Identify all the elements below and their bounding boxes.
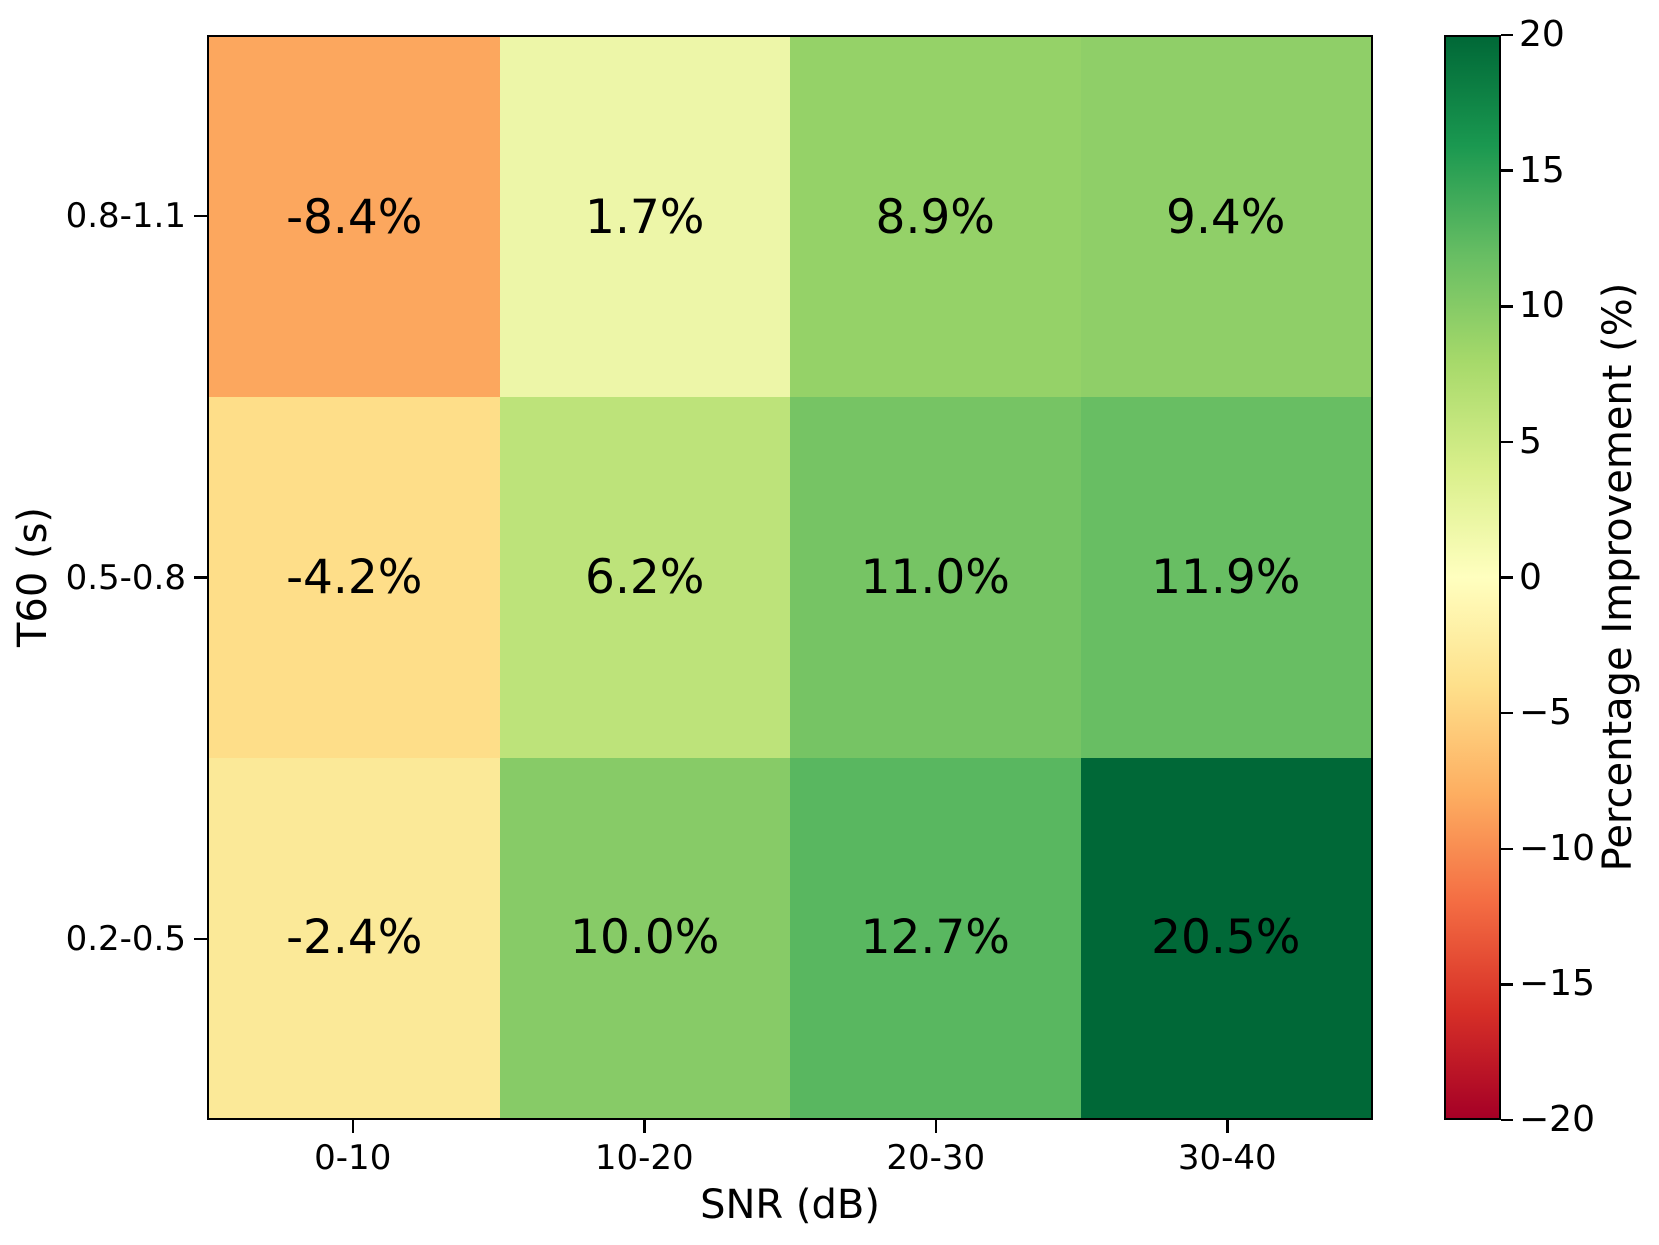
heatmap-cell: 11.0% (790, 397, 1081, 758)
heatmap-cell: -4.2% (209, 397, 500, 758)
colorbar-tick-mark (1501, 1118, 1513, 1122)
colorbar-gradient (1444, 35, 1501, 1120)
y-tick-mark (194, 576, 207, 579)
colorbar-tick-label: 15 (1519, 149, 1565, 191)
colorbar-tick-mark (1501, 983, 1513, 986)
y-axis-label: T60 (s) (10, 506, 56, 648)
cell-value-label: 12.7% (860, 910, 1010, 966)
colorbar-tick-mark (1501, 33, 1513, 37)
heatmap-plot-area: -8.4% 1.7% 8.9% 9.4% -4.2% 6.2% 11.0% 11… (207, 35, 1373, 1120)
heatmap-cell: 9.4% (1080, 37, 1371, 398)
cell-value-label: 1.7% (585, 189, 705, 245)
colorbar-tick-mark (1501, 169, 1513, 172)
x-tick-label: 20-30 (886, 1138, 986, 1178)
colorbar-tick-label: −20 (1519, 1099, 1595, 1140)
colorbar-tick-label: −10 (1519, 827, 1595, 869)
x-tick-mark (643, 1120, 646, 1133)
colorbar-tick-mark (1501, 576, 1513, 579)
colorbar-tick-label: 0 (1519, 556, 1542, 598)
y-tick-label: 0.5-0.8 (65, 557, 186, 598)
colorbar-tick-label: 10 (1519, 285, 1565, 327)
colorbar-tick-label: −5 (1519, 692, 1573, 734)
heatmap-cell: 8.9% (790, 37, 1081, 398)
cell-value-label: -4.2% (286, 549, 423, 605)
colorbar-tick-label: 5 (1519, 420, 1542, 462)
cell-value-label: 9.4% (1166, 189, 1286, 245)
heatmap-cell: 1.7% (499, 37, 790, 398)
x-tick-mark (1226, 1120, 1229, 1133)
y-tick-mark (194, 214, 207, 217)
heatmap-cell: 20.5% (1080, 757, 1371, 1118)
heatmap-cell: 12.7% (790, 757, 1081, 1118)
cell-value-label: 8.9% (875, 189, 995, 245)
x-tick-mark (934, 1120, 937, 1133)
heatmap-cell: -8.4% (209, 37, 500, 398)
y-tick-label: 0.2-0.5 (65, 919, 186, 960)
cell-value-label: 6.2% (585, 549, 705, 605)
y-tick-label: 0.8-1.1 (65, 195, 186, 236)
colorbar-tick-mark (1501, 305, 1513, 308)
x-tick-mark (351, 1120, 354, 1133)
cell-value-label: 20.5% (1151, 910, 1301, 966)
heatmap-cell: -2.4% (209, 757, 500, 1118)
colorbar-axis-label: Percentage Improvement (%) (1595, 282, 1641, 872)
heatmap-cell: 10.0% (499, 757, 790, 1118)
cell-value-label: -8.4% (286, 189, 423, 245)
cell-value-label: 10.0% (570, 910, 720, 966)
y-tick-mark (194, 937, 207, 941)
cell-value-label: 11.0% (860, 549, 1010, 605)
colorbar-tick-mark (1501, 847, 1513, 850)
x-tick-label: 0-10 (314, 1138, 392, 1178)
colorbar-tick-mark (1501, 440, 1513, 444)
cell-value-label: -2.4% (286, 910, 423, 966)
colorbar-tick-label: −15 (1519, 963, 1595, 1005)
x-axis-label: SNR (dB) (700, 1182, 880, 1228)
heatmap-cell: 6.2% (499, 397, 790, 758)
x-tick-label: 30-40 (1177, 1138, 1277, 1178)
cell-value-label: 11.9% (1151, 549, 1301, 605)
colorbar-tick-label: 20 (1519, 14, 1565, 55)
colorbar-tick-mark (1501, 711, 1513, 715)
x-tick-label: 10-20 (594, 1138, 694, 1178)
heatmap-cell: 11.9% (1080, 397, 1371, 758)
